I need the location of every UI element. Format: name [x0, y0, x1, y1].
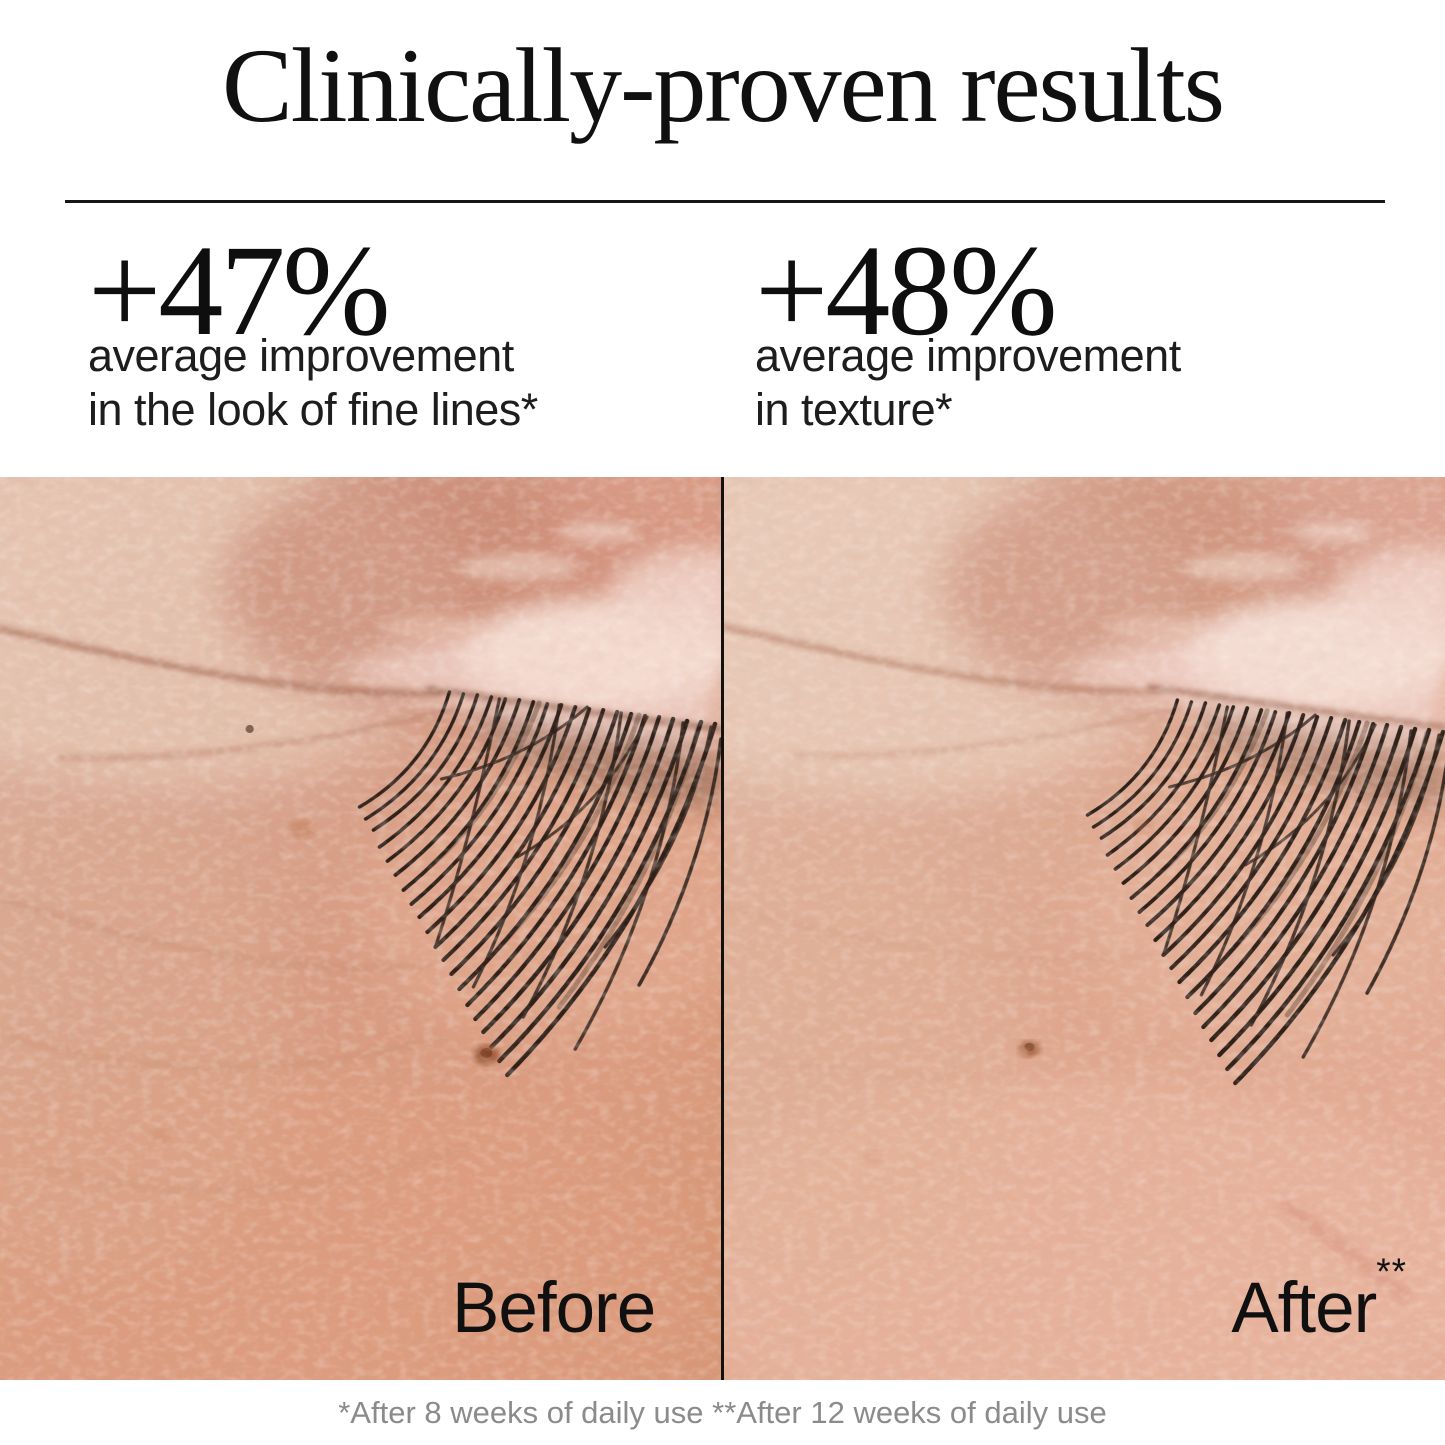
before-label: Before	[452, 1273, 656, 1344]
before-label-text: Before	[452, 1269, 656, 1348]
stat-value-texture: +48%	[755, 219, 1058, 363]
stat-desc-line: in the look of fine lines*	[88, 384, 538, 435]
stat-desc-texture: average improvement in texture*	[755, 329, 1181, 437]
title-divider	[65, 200, 1385, 203]
after-label-text: After	[1231, 1269, 1377, 1348]
after-photo: After**	[724, 477, 1445, 1380]
stat-value-fine-lines: +47%	[88, 219, 391, 363]
footnote: *After 8 weeks of daily use **After 12 w…	[338, 1395, 1107, 1430]
stat-desc-line: in texture*	[755, 384, 953, 435]
before-photo-image	[0, 477, 721, 1380]
after-photo-image	[724, 477, 1445, 1380]
page-title: Clinically-proven results	[222, 27, 1225, 144]
stat-desc-fine-lines: average improvement in the look of fine …	[88, 329, 538, 437]
after-label: After**	[1231, 1254, 1407, 1344]
stat-desc-line: average improvement	[755, 330, 1181, 381]
photo-divider	[721, 477, 724, 1380]
before-after-comparison: Before	[0, 477, 1445, 1380]
before-photo: Before	[0, 477, 721, 1380]
after-label-superscript: **	[1376, 1251, 1407, 1293]
stat-desc-line: average improvement	[88, 330, 514, 381]
